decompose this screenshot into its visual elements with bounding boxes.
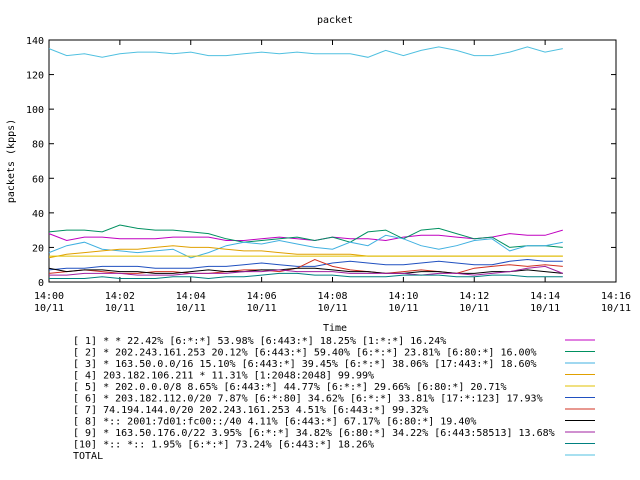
y-tick-label: 60 (32, 174, 44, 185)
y-axis-label: packets (kpps) (6, 119, 17, 203)
series-line-2 (48, 224, 563, 248)
series-line-10 (49, 272, 563, 280)
x-tick-label-date: 10/11 (34, 303, 64, 314)
legend-label: [ 4] 203.182.106.211 * 11.31% [1:2048:20… (73, 371, 374, 382)
legend-label: [ 9] * 163.50.176.0/22 3.95% [6:*:*] 34.… (73, 428, 555, 439)
y-tick-label: 0 (38, 278, 44, 289)
x-tick-label-date: 10/11 (530, 303, 560, 314)
series-line-7 (48, 258, 563, 274)
legend-label: [ 8] *:: 2001:7d01:fc00::/40 4.11% [6:44… (73, 417, 476, 428)
legend-label: [ 6] * 203.182.112.0/20 7.87% [6:*:80] 3… (73, 394, 543, 405)
chart-title: packet (317, 15, 353, 26)
x-tick-label-time: 14:02 (105, 291, 135, 302)
legend-label: [ 1] * * 22.42% [6:*:*] 53.98% [6:443:*]… (73, 336, 446, 347)
y-tick-label: 140 (26, 36, 44, 47)
x-tick-label-date: 10/11 (317, 303, 347, 314)
x-axis-label: Time (323, 323, 347, 334)
y-tick-label: 80 (32, 140, 44, 151)
y-tick-label: 120 (26, 71, 44, 82)
legend-label: [ 7] 74.194.144.0/20 202.243.161.253 4.5… (73, 405, 428, 416)
series-line-8 (48, 267, 563, 274)
x-tick-label-time: 14:10 (388, 291, 418, 302)
legend-label: TOTAL (73, 451, 103, 462)
x-tick-label-time: 14:12 (459, 291, 489, 302)
y-tick-label: 20 (32, 243, 44, 254)
y-tick-label: 40 (32, 209, 44, 220)
series-lines (48, 46, 563, 280)
legend-label: [10] *:: *:: 1.95% [6:*:*] 73.24% [6:443… (73, 440, 374, 451)
x-tick-label-time: 14:04 (176, 291, 206, 302)
series-line-9 (49, 265, 563, 276)
series-line-3 (48, 234, 563, 259)
x-axis: 14:0010/1114:0210/1114:0410/1114:0610/11… (34, 40, 631, 314)
series-line-11 (48, 46, 563, 58)
x-tick-label-time: 14:06 (247, 291, 277, 302)
x-tick-label-date: 10/11 (601, 303, 631, 314)
legend-label: [ 5] * 202.0.0.0/8 8.65% [6:443:*] 44.77… (73, 382, 506, 393)
x-tick-label-time: 14:16 (601, 291, 631, 302)
y-tick-label: 100 (26, 105, 44, 116)
legend: [ 1] * * 22.42% [6:*:*] 53.98% [6:443:*]… (73, 336, 595, 462)
legend-label: [ 2] * 202.243.161.253 20.12% [6:443:*] … (73, 348, 537, 359)
y-axis: 0 20 40 60 80 100 120 140 (26, 36, 616, 289)
x-tick-label-date: 10/11 (459, 303, 489, 314)
x-tick-label-date: 10/11 (247, 303, 277, 314)
x-tick-label-date: 10/11 (176, 303, 206, 314)
legend-label: [ 3] * 163.50.0.0/16 15.10% [6:443:*] 39… (73, 359, 537, 370)
x-tick-label-date: 10/11 (388, 303, 418, 314)
series-line-6 (48, 258, 563, 271)
x-tick-label-time: 14:14 (530, 291, 560, 302)
x-tick-label-time: 14:00 (34, 291, 64, 302)
x-tick-label-date: 10/11 (105, 303, 135, 314)
x-tick-label-time: 14:08 (317, 291, 347, 302)
